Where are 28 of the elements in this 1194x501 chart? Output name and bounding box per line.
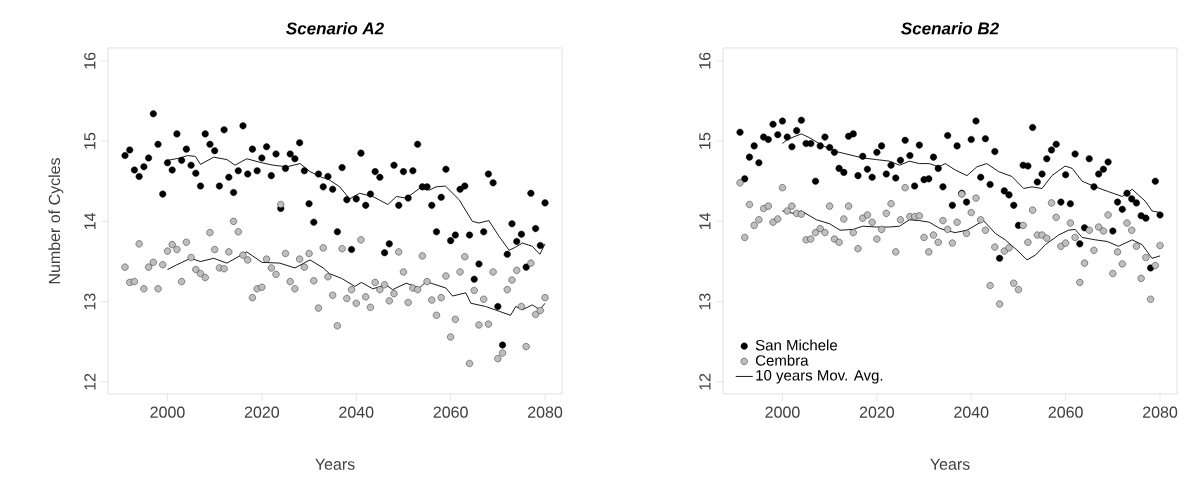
y-tick-label: 15 <box>699 132 711 149</box>
x-axis-title: Years <box>315 458 355 470</box>
y-tick-label: 13 <box>699 293 711 310</box>
legend-label: 10 years Mov. Avg. <box>756 370 883 384</box>
x-tick-label: 2020 <box>859 406 895 418</box>
y-tick-label: 14 <box>84 212 96 230</box>
x-tick-label: 2020 <box>244 406 280 418</box>
y-tick-label: 16 <box>84 52 96 69</box>
x-tick-label: 2060 <box>433 406 468 418</box>
x-tick-label: 2060 <box>1048 406 1083 418</box>
legend-label: San Michele <box>755 339 838 351</box>
y-tick-label: 12 <box>699 373 711 390</box>
y-tick-label: 15 <box>84 132 96 149</box>
x-tick-label: 2000 <box>150 406 185 418</box>
y-tick-label: 13 <box>84 293 96 310</box>
chart-title: Scenario B2 <box>901 21 999 35</box>
y-tick-label: 16 <box>699 52 711 69</box>
x-tick-label: 2080 <box>1143 406 1178 418</box>
x-axis-title: Years <box>930 458 970 470</box>
x-tick-label: 2040 <box>339 406 374 418</box>
y-tick-label: 14 <box>699 212 711 230</box>
x-tick-label: 2000 <box>765 406 800 418</box>
y-tick-label: 12 <box>84 373 96 390</box>
x-tick-label: 2040 <box>954 406 989 418</box>
legend-label: Cembra <box>755 354 809 366</box>
chart-title: Scenario A2 <box>286 21 384 35</box>
y-axis-title: Number of Cycles <box>48 158 64 284</box>
x-tick-label: 2080 <box>528 406 563 418</box>
